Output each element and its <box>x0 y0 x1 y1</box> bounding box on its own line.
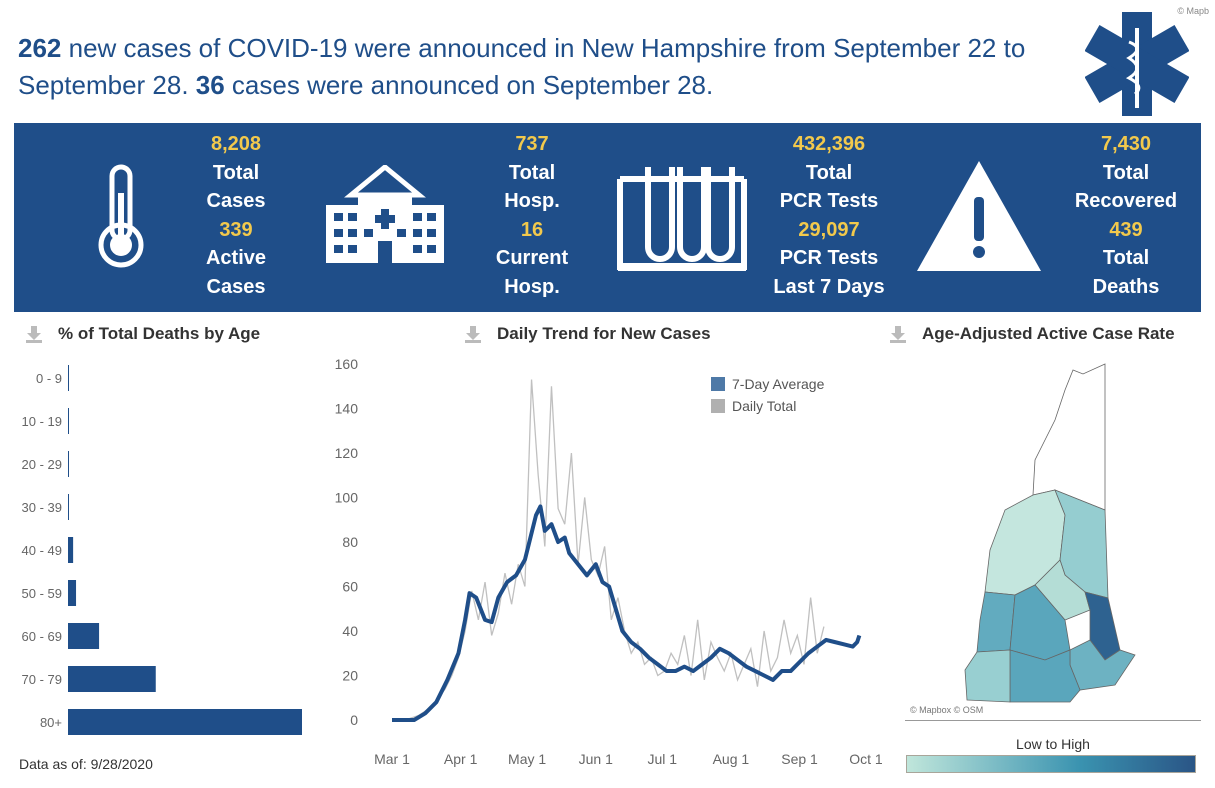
stat-hospitalizations: 737 Total Hosp. 16 Current Hosp. <box>495 133 569 298</box>
hospital-icon <box>326 165 444 263</box>
thermometer-icon <box>98 164 144 268</box>
case-rate-map-title: Age-Adjusted Active Case Rate <box>922 324 1175 343</box>
county-coos <box>1032 363 1106 511</box>
x-tick: Jun 1 <box>579 751 613 767</box>
star-of-life-logo-icon <box>1085 12 1189 116</box>
y-tick: 0 <box>350 712 358 728</box>
summary-banner: 8,208 Total Cases 339 Active Cases 737 Total Ho… <box>14 123 1201 312</box>
deaths-by-age-title: % of Total Deaths by Age <box>58 324 261 343</box>
y-tick: 80 <box>342 534 358 550</box>
age-label: 60 - 69 <box>22 629 62 644</box>
legend-swatch <box>711 399 725 413</box>
divider <box>905 720 1201 721</box>
x-tick: Jul 1 <box>647 751 677 767</box>
y-tick: 60 <box>342 579 358 595</box>
age-bar[interactable] <box>68 623 100 649</box>
download-icon[interactable] <box>463 324 483 344</box>
legend-label: Daily Total <box>732 398 796 414</box>
age-label: 0 - 9 <box>36 371 62 386</box>
y-tick: 160 <box>335 356 359 372</box>
color-legend-scale <box>906 755 1196 773</box>
y-tick: 100 <box>335 490 359 506</box>
legend-swatch <box>711 377 725 391</box>
age-label: 10 - 19 <box>22 414 62 429</box>
county-sullivan <box>976 591 1016 653</box>
color-legend-label: Low to High <box>1016 736 1090 752</box>
deaths-by-age-chart: 0 - 9 10 - 19 20 - 29 30 - 39 40 - 49 50 - 59… <box>22 365 302 735</box>
data-as-of: Data as of: 9/28/2020 <box>19 756 153 772</box>
download-icon[interactable] <box>888 324 908 344</box>
download-icon[interactable] <box>24 324 44 344</box>
daily-total-line[interactable] <box>392 379 825 721</box>
age-bar[interactable] <box>68 666 156 692</box>
test-tubes-icon <box>617 167 747 271</box>
daily-trend-title: Daily Trend for New Cases <box>497 324 711 343</box>
seven-day-average-line[interactable] <box>392 504 862 722</box>
stat-cases: 8,208 Total Cases 339 Active Cases <box>205 133 267 298</box>
headline: 262 new cases of COVID-19 were announced… <box>18 30 1058 104</box>
daily-trend-chart: 0 20 40 60 80 100 120 140 160 Mar 1 Apr 1 May 1 Jun … <box>335 356 883 767</box>
age-bar[interactable] <box>68 365 69 391</box>
x-tick: Mar 1 <box>374 751 410 767</box>
age-label: 70 - 79 <box>22 672 62 687</box>
x-tick: Aug 1 <box>713 751 750 767</box>
weekly-cases: 262 <box>18 33 62 63</box>
headline-text: new cases of COVID-19 were announced in … <box>18 33 1026 100</box>
age-bar[interactable] <box>68 494 69 520</box>
stat-recovered-deaths: 7,430 Total Recovered 439 Total Deaths <box>1074 133 1178 298</box>
age-bar[interactable] <box>68 709 302 735</box>
age-label: 20 - 29 <box>22 457 62 472</box>
map-attribution: © Mapbox © OSM <box>910 705 984 715</box>
county-cheshire <box>964 649 1011 703</box>
age-label: 30 - 39 <box>22 500 62 515</box>
x-tick: Sep 1 <box>781 751 818 767</box>
county-hillsborough <box>1009 649 1081 703</box>
age-label: 80+ <box>40 715 62 730</box>
age-label: 40 - 49 <box>22 543 62 558</box>
age-bar[interactable] <box>68 451 69 477</box>
x-tick: Oct 1 <box>849 751 883 767</box>
stat-tests: 432,396 Total PCR Tests 29,097 PCR Tests Last… <box>773 133 885 298</box>
y-tick: 120 <box>335 445 359 461</box>
legend-label: 7-Day Average <box>732 376 825 392</box>
headline-text-2: cases were announced on September 28. <box>224 70 714 100</box>
x-tick: May 1 <box>508 751 546 767</box>
age-bar[interactable] <box>68 537 74 563</box>
age-bar[interactable] <box>68 408 69 434</box>
attribution: © Mapb <box>1177 6 1209 16</box>
y-tick: 140 <box>335 401 359 417</box>
age-label: 50 - 59 <box>22 586 62 601</box>
x-tick: Apr 1 <box>444 751 478 767</box>
y-tick: 40 <box>342 623 358 639</box>
y-tick: 20 <box>342 668 358 684</box>
nh-county-map[interactable] <box>905 360 1205 710</box>
daily-cases: 36 <box>195 70 225 100</box>
age-bar[interactable] <box>68 580 77 606</box>
warning-icon <box>917 161 1041 271</box>
